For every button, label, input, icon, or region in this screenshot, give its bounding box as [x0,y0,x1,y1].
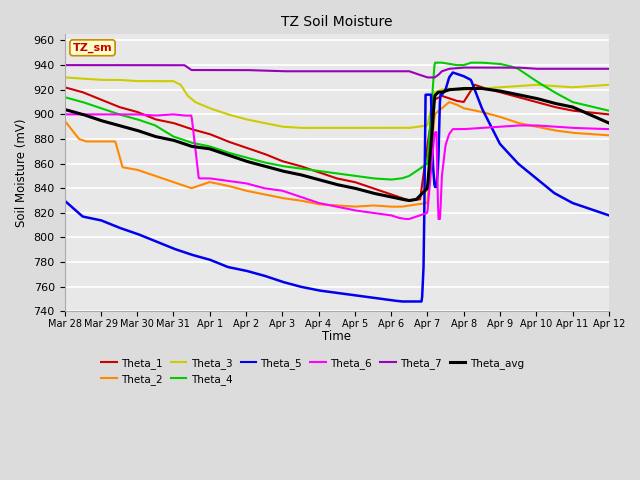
Theta_6 [377,211,385,217]
Theta_7 [424,74,431,80]
Theta_avg [391,195,399,201]
Theta_7 [391,68,399,74]
Theta_1 [475,84,483,89]
Theta_2 [475,108,483,114]
Theta_3 [297,125,305,131]
Theta_3 [605,82,612,88]
Theta_3 [378,125,385,131]
Theta_2 [61,118,68,123]
Theta_5 [449,70,457,75]
Theta_6 [391,214,399,219]
Theta_4 [531,77,538,83]
Theta_avg [531,95,538,101]
Title: TZ Soil Moisture: TZ Soil Moisture [281,15,392,29]
Theta_7 [530,66,538,72]
Theta_avg [377,192,385,198]
Theta_5 [377,296,385,302]
Theta_2 [392,204,399,210]
X-axis label: Time: Time [322,330,351,343]
Legend: Theta_1, Theta_2, Theta_3, Theta_4, Theta_5, Theta_6, Theta_7, Theta_avg: Theta_1, Theta_2, Theta_3, Theta_4, Thet… [97,354,528,389]
Theta_3 [392,125,399,131]
Theta_2 [408,202,416,208]
Theta_4 [377,176,385,182]
Line: Theta_3: Theta_3 [65,77,609,128]
Text: TZ_sm: TZ_sm [73,43,112,53]
Theta_5 [531,174,538,180]
Theta_7 [377,68,385,74]
Theta_7 [408,69,415,75]
Theta_6 [408,215,416,221]
Theta_5 [475,97,483,103]
Theta_avg [408,197,416,203]
Theta_2 [388,204,396,210]
Theta_avg [605,120,612,126]
Line: Theta_5: Theta_5 [65,72,609,301]
Y-axis label: Soil Moisture (mV): Soil Moisture (mV) [15,119,28,227]
Theta_4 [431,60,439,66]
Theta_7 [605,66,612,72]
Line: Theta_4: Theta_4 [65,63,609,180]
Theta_2 [445,99,453,105]
Theta_5 [94,217,102,223]
Theta_avg [475,85,483,91]
Theta_6 [605,126,612,132]
Theta_3 [61,74,68,80]
Theta_7 [474,65,482,71]
Theta_3 [94,77,102,83]
Theta_4 [387,177,395,182]
Theta_avg [405,198,413,204]
Theta_4 [408,171,416,177]
Theta_1 [605,111,612,117]
Theta_3 [474,86,482,92]
Theta_1 [94,96,102,101]
Theta_1 [377,188,385,194]
Theta_4 [94,104,102,110]
Theta_5 [408,299,416,304]
Theta_6 [530,122,538,128]
Theta_4 [392,176,399,182]
Theta_5 [605,213,612,218]
Theta_3 [530,82,538,88]
Theta_2 [377,203,385,209]
Theta_avg [61,107,68,112]
Line: Theta_avg: Theta_avg [65,88,609,201]
Theta_3 [408,125,416,131]
Theta_6 [474,125,482,131]
Theta_2 [94,139,102,144]
Theta_1 [471,82,479,88]
Theta_1 [391,193,399,199]
Theta_7 [94,62,102,68]
Theta_5 [391,298,399,303]
Theta_6 [61,111,68,117]
Theta_4 [61,94,68,100]
Theta_6 [402,216,410,222]
Theta_avg [460,85,468,91]
Theta_1 [531,99,538,105]
Theta_5 [61,198,68,204]
Theta_1 [61,84,68,90]
Theta_5 [399,299,406,304]
Theta_4 [475,60,483,66]
Theta_2 [531,123,538,129]
Line: Theta_2: Theta_2 [65,102,609,207]
Theta_1 [408,197,416,203]
Theta_6 [94,111,102,117]
Theta_4 [605,108,612,114]
Line: Theta_7: Theta_7 [65,65,609,77]
Theta_avg [94,117,102,122]
Theta_1 [405,198,413,204]
Theta_2 [605,132,612,138]
Theta_7 [61,62,68,68]
Line: Theta_1: Theta_1 [65,85,609,201]
Line: Theta_6: Theta_6 [65,114,609,219]
